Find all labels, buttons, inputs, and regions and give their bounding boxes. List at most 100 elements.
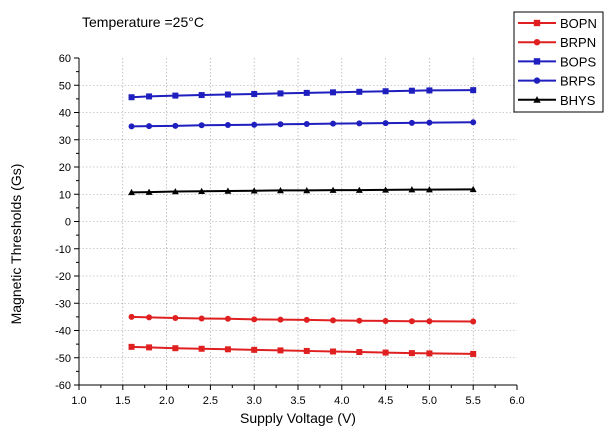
x-tick-label: 2.5	[203, 395, 218, 407]
data-point-brpn	[330, 317, 337, 324]
series-line-brps	[131, 121, 474, 128]
data-point-brpn	[382, 317, 389, 324]
data-point-bops	[172, 92, 179, 99]
data-point-bhys	[382, 186, 390, 193]
data-point-brps	[277, 121, 284, 128]
x-tick-label: 5.0	[422, 395, 437, 407]
series-bops	[128, 87, 477, 101]
legend-label-bhys: BHYS	[560, 93, 596, 108]
legend-label-brpn: BRPN	[560, 35, 596, 50]
legend-item-bhys: BHYS	[518, 93, 596, 108]
data-point-brpn	[356, 317, 363, 324]
legend-marker-brpn	[533, 39, 541, 46]
x-tick-label: 1.5	[115, 395, 130, 407]
x-tick-label: 4.5	[378, 395, 393, 407]
data-point-brps	[303, 120, 310, 127]
data-point-bhys	[145, 188, 153, 195]
data-point-brpn	[128, 313, 135, 320]
y-tick-label: -60	[55, 380, 71, 392]
data-point-bhys	[303, 186, 311, 194]
grid	[79, 58, 517, 385]
data-point-bopn	[146, 344, 153, 351]
legend-item-bops: BOPS	[518, 54, 596, 69]
x-tick-label: 1.0	[71, 395, 86, 407]
data-point-bopn	[251, 346, 258, 353]
data-point-bops	[251, 90, 258, 97]
data-point-bopn	[128, 343, 135, 350]
data-point-bopn	[382, 349, 389, 356]
temperature-annotation: Temperature =25°C	[82, 14, 204, 30]
data-point-brps	[408, 119, 415, 126]
y-tick-label: -20	[55, 271, 71, 283]
x-tick-label: 6.0	[509, 395, 524, 407]
legend: BOPN BRPN BOPS BRPS BHYS	[513, 11, 604, 113]
data-point-bhys	[250, 187, 258, 194]
x-tick-label: 3.5	[290, 395, 305, 407]
data-point-bhys	[277, 186, 284, 194]
y-tick-label: 60	[59, 53, 71, 65]
series-line-bops	[131, 89, 474, 99]
data-point-bopn	[356, 349, 363, 356]
data-point-bopn	[426, 350, 433, 357]
data-point-bhys	[128, 188, 136, 196]
data-point-brpn	[172, 314, 179, 321]
x-tick-label: 5.5	[466, 395, 481, 407]
data-point-brps	[330, 120, 337, 127]
y-tick-label: -40	[55, 326, 71, 338]
data-point-bhys	[198, 187, 206, 195]
series-line-brpn	[131, 315, 474, 323]
series-brpn	[128, 313, 477, 325]
data-point-brps	[128, 123, 135, 130]
legend-marker-bhys	[533, 96, 541, 103]
data-point-bopn	[470, 350, 477, 357]
data-point-brpn	[277, 316, 284, 323]
data-point-brps	[198, 122, 205, 129]
data-point-brpn	[224, 315, 231, 322]
data-point-bops	[277, 90, 284, 97]
data-point-bopn	[277, 347, 284, 354]
data-point-bhys	[171, 188, 179, 195]
y-tick-label: 30	[59, 135, 71, 147]
data-point-brps	[224, 122, 231, 129]
series-bhys	[128, 185, 477, 196]
data-point-bops	[356, 88, 363, 95]
data-point-brps	[426, 119, 433, 126]
axes: 60 50 40 30 20 10 0 -10 -20 -30 -40 -50 -601.0 1.5 2.0…	[55, 53, 525, 407]
data-point-bopn	[172, 345, 179, 352]
data-point-bops	[224, 91, 231, 98]
data-point-brps	[146, 123, 153, 130]
y-tick-label: 10	[59, 189, 71, 201]
data-point-brps	[172, 122, 179, 129]
series-line-bopn	[131, 345, 474, 355]
legend-item-bopn: BOPN	[518, 16, 597, 31]
data-point-bops	[146, 93, 153, 100]
data-point-bopn	[224, 346, 231, 353]
data-point-brps	[356, 120, 363, 127]
data-point-brpn	[303, 316, 310, 323]
data-point-brpn	[470, 318, 477, 325]
data-point-bhys	[408, 186, 416, 193]
y-tick-label: -10	[55, 244, 71, 256]
data-point-brpn	[251, 316, 258, 323]
y-tick-label: 0	[65, 217, 71, 229]
series-line-bhys	[131, 188, 474, 194]
legend-label-brps: BRPS	[560, 74, 596, 89]
x-axis-title: Supply Voltage (V)	[240, 410, 356, 426]
data-point-bops	[128, 94, 135, 101]
data-point-brpn	[426, 318, 433, 325]
data-point-bhys	[329, 186, 337, 193]
data-point-brpn	[198, 315, 205, 322]
data-point-bhys	[425, 186, 433, 193]
data-point-bopn	[303, 347, 310, 354]
data-point-brps	[470, 119, 477, 126]
data-point-bhys	[355, 186, 363, 193]
y-tick-label: 20	[59, 162, 71, 174]
legend-item-brps: BRPS	[518, 74, 596, 89]
y-tick-label: 40	[59, 108, 71, 120]
y-tick-label: -30	[55, 298, 71, 310]
series-layer	[128, 87, 477, 357]
data-point-bopn	[408, 350, 415, 357]
series-brps	[128, 119, 477, 130]
data-point-bops	[426, 87, 433, 94]
